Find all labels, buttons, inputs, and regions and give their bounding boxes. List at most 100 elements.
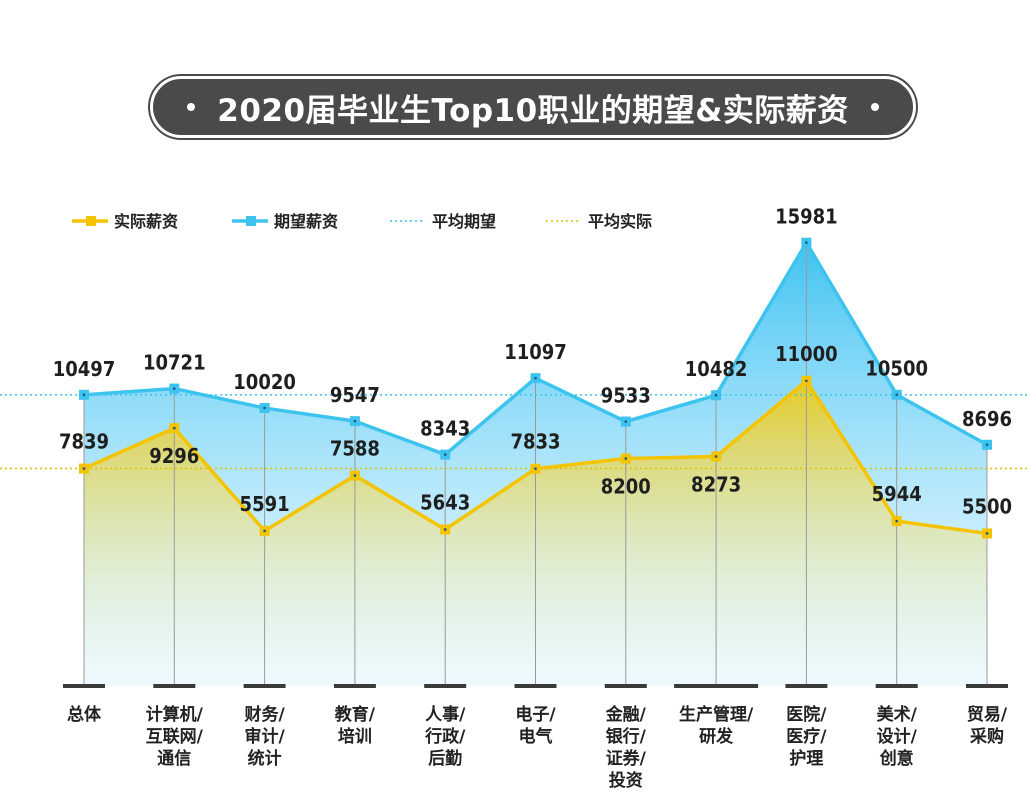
- actual-point-center: [353, 474, 357, 477]
- category-label-line: 人事/: [425, 705, 466, 725]
- axis-tick: [604, 684, 647, 688]
- expected-value-label: 11097: [504, 340, 567, 364]
- expected-point-center: [895, 393, 898, 396]
- actual-point-center: [985, 532, 989, 535]
- category-label-line: 贸易/: [967, 704, 1008, 725]
- actual-point-center: [805, 379, 808, 383]
- category-label: 计算机/互联网/通信: [146, 704, 204, 769]
- category-label-line: 行政/: [424, 726, 466, 747]
- axis-tick: [785, 684, 828, 688]
- actual-point-center: [263, 529, 266, 533]
- legend-marker: [86, 216, 96, 226]
- chart-title: 2020届毕业生Top10职业的期望&实际薪资: [217, 92, 849, 129]
- expected-point-center: [714, 394, 718, 397]
- category-label-line: 计算机/: [146, 704, 204, 725]
- actual-point-center: [444, 528, 447, 531]
- category-label-line: 投资: [609, 770, 643, 791]
- category-label-line: 财务/: [243, 704, 285, 725]
- expected-value-label: 15981: [775, 205, 838, 229]
- category-label-line: 医疗/: [786, 726, 827, 747]
- actual-point-center: [534, 467, 537, 470]
- actual-point-center: [624, 457, 627, 460]
- category-label-line: 通信: [157, 748, 191, 769]
- axis-tick: [333, 684, 376, 688]
- expected-value-label: 10497: [53, 357, 116, 381]
- category-label-line: 电子/: [515, 704, 556, 725]
- category-label: 教育/培训: [334, 704, 376, 747]
- category-label: 生产管理/研发: [679, 704, 754, 747]
- category-label-line: 教育/: [334, 704, 376, 725]
- actual-point-center: [714, 455, 718, 458]
- expected-point-center: [353, 419, 357, 423]
- category-label-line: 采购: [969, 726, 1004, 747]
- category-label-line: 医院/: [786, 704, 827, 725]
- actual-value-label: 5643: [420, 490, 470, 514]
- expected-value-label: 9533: [601, 384, 651, 408]
- expected-point-center: [82, 393, 86, 397]
- expected-point-center: [263, 406, 266, 410]
- category-label-line: 研发: [699, 726, 734, 747]
- category-label-line: 总体: [67, 704, 102, 725]
- category-label-line: 设计/: [877, 726, 918, 747]
- category-label: 医院/医疗/护理: [786, 704, 827, 769]
- axis-tick: [674, 684, 759, 688]
- legend-label: 平均实际: [588, 212, 652, 231]
- expected-point-center: [173, 387, 176, 390]
- actual-value-label: 7833: [510, 430, 560, 454]
- category-label-line: 银行/: [606, 726, 647, 747]
- legend-label: 实际薪资: [114, 212, 178, 231]
- actual-point-center: [173, 426, 176, 430]
- actual-value-label: 5500: [962, 494, 1012, 518]
- category-label: 电子/电气: [515, 704, 556, 747]
- category-label-line: 后勤: [428, 749, 462, 769]
- expected-value-label: 10721: [143, 351, 206, 375]
- axis-tick: [966, 684, 1008, 688]
- category-label-line: 电气: [519, 726, 553, 747]
- category-label-line: 生产管理/: [679, 704, 754, 725]
- axis-tick: [424, 684, 467, 688]
- expected-point-center: [534, 376, 537, 380]
- category-label-line: 护理: [789, 748, 823, 769]
- category-label-line: 互联网/: [146, 727, 204, 747]
- actual-point-center: [82, 467, 86, 470]
- expected-point-center: [624, 420, 627, 423]
- actual-value-label: 5591: [240, 492, 290, 516]
- axis-tick: [63, 684, 105, 688]
- actual-value-label: 5944: [872, 482, 922, 506]
- category-label: 金融/银行/证券/投资: [605, 704, 647, 791]
- expected-value-label: 10500: [865, 357, 928, 381]
- axis-tick: [153, 684, 196, 688]
- expected-value-label: 10020: [233, 370, 296, 394]
- expected-value-label: 9547: [330, 383, 380, 407]
- title-dot-left: [187, 103, 196, 111]
- actual-value-label: 7588: [330, 437, 380, 461]
- category-label: 贸易/采购: [967, 704, 1008, 747]
- category-label: 财务/审计/统计: [243, 704, 285, 769]
- actual-value-label: 11000: [775, 342, 838, 366]
- legend-label: 期望薪资: [274, 212, 338, 231]
- expected-point-center: [444, 453, 447, 456]
- category-label-line: 统计: [248, 748, 282, 769]
- legend-label: 平均期望: [432, 212, 496, 231]
- category-label-line: 培训: [338, 726, 372, 747]
- expected-value-label: 8343: [420, 417, 470, 441]
- axis-tick: [875, 684, 918, 688]
- category-label-line: 创意: [879, 748, 914, 769]
- actual-value-label: 8273: [691, 473, 741, 497]
- title-banner: 2020届毕业生Top10职业的期望&实际薪资: [150, 76, 916, 138]
- axis-tick: [243, 684, 286, 688]
- category-label-line: 美术/: [877, 704, 918, 725]
- actual-value-label: 7839: [59, 430, 109, 454]
- category-label-line: 金融/: [605, 704, 647, 725]
- expected-value-label: 8696: [962, 407, 1012, 431]
- title-dot-right: [870, 103, 879, 111]
- category-label: 总体: [67, 704, 102, 725]
- expected-point-center: [985, 443, 989, 446]
- axis-tick: [514, 684, 557, 688]
- actual-value-label: 8200: [601, 475, 651, 499]
- expected-point-center: [805, 241, 808, 244]
- expected-value-label: 10482: [685, 357, 748, 381]
- category-label: 美术/设计/创意: [877, 704, 918, 769]
- actual-value-label: 9296: [149, 444, 199, 468]
